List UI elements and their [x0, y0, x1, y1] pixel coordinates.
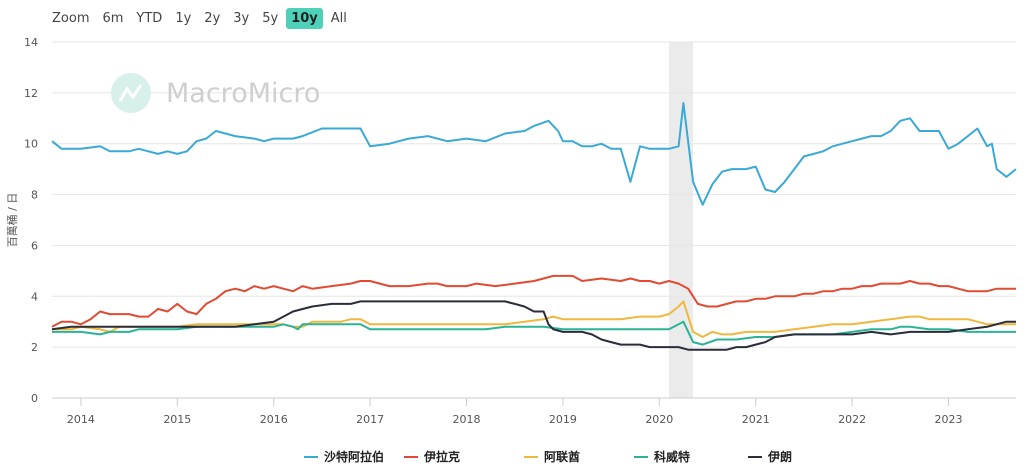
legend-item-2[interactable]: 阿联酋	[524, 449, 580, 464]
x-tick-label: 2014	[67, 413, 95, 426]
y-tick-label: 14	[24, 36, 38, 49]
y-tick-label: 2	[31, 341, 38, 354]
zoom-all-button[interactable]: All	[330, 10, 347, 26]
series-line-4	[51, 300, 1016, 351]
shaded-band	[668, 42, 694, 398]
legend-item-0[interactable]: 沙特阿拉伯	[304, 449, 384, 464]
legend-item-4[interactable]: 伊朗	[748, 449, 792, 464]
zoom-3y-button[interactable]: 3y	[233, 10, 250, 26]
zoom-bar: Zoom 6m YTD 1y 2y 3y 5y 10y All	[52, 6, 355, 30]
x-tick-label: 2015	[163, 413, 191, 426]
series-line-2	[52, 300, 1016, 338]
x-tick-label: 2022	[838, 413, 866, 426]
y-axis-label: 百萬桶 / 日	[5, 193, 19, 248]
y-tick-label: 6	[31, 239, 38, 252]
watermark-text: MacroMicro	[166, 78, 320, 109]
x-tick-label: 2023	[935, 413, 963, 426]
zoom-6m-button[interactable]: 6m	[102, 10, 124, 26]
series-line-0	[51, 102, 1017, 206]
series-line-1	[51, 274, 1016, 328]
legend-item-3[interactable]: 科威特	[634, 449, 690, 464]
x-tick-label: 2016	[260, 413, 288, 426]
legend-label: 科威特	[654, 449, 690, 464]
watermark: MacroMicro	[111, 73, 320, 113]
zoom-label: Zoom	[52, 10, 90, 26]
zoom-10y-button[interactable]: 10y	[286, 7, 323, 29]
y-tick-label: 10	[24, 138, 38, 151]
x-tick-label: 2019	[549, 413, 577, 426]
legend-item-1[interactable]: 伊拉克	[404, 449, 460, 464]
zoom-5y-button[interactable]: 5y	[262, 10, 279, 26]
legend-label: 伊朗	[767, 449, 792, 464]
y-tick-label: 0	[31, 392, 38, 405]
zoom-ytd-button[interactable]: YTD	[136, 10, 163, 26]
legend-label: 伊拉克	[423, 449, 460, 464]
y-tick-label: 12	[24, 87, 38, 100]
legend-label: 沙特阿拉伯	[324, 449, 384, 464]
zoom-2y-button[interactable]: 2y	[204, 10, 221, 26]
y-tick-label: 4	[31, 290, 38, 303]
x-tick-label: 2020	[645, 413, 673, 426]
x-tick-label: 2018	[453, 413, 481, 426]
y-tick-label: 8	[31, 189, 38, 202]
x-tick-label: 2021	[742, 413, 770, 426]
x-tick-label: 2017	[356, 413, 384, 426]
zoom-1y-button[interactable]: 1y	[175, 10, 192, 26]
watermark-logo-line-icon	[118, 84, 143, 102]
legend-label: 阿联酋	[544, 449, 580, 464]
